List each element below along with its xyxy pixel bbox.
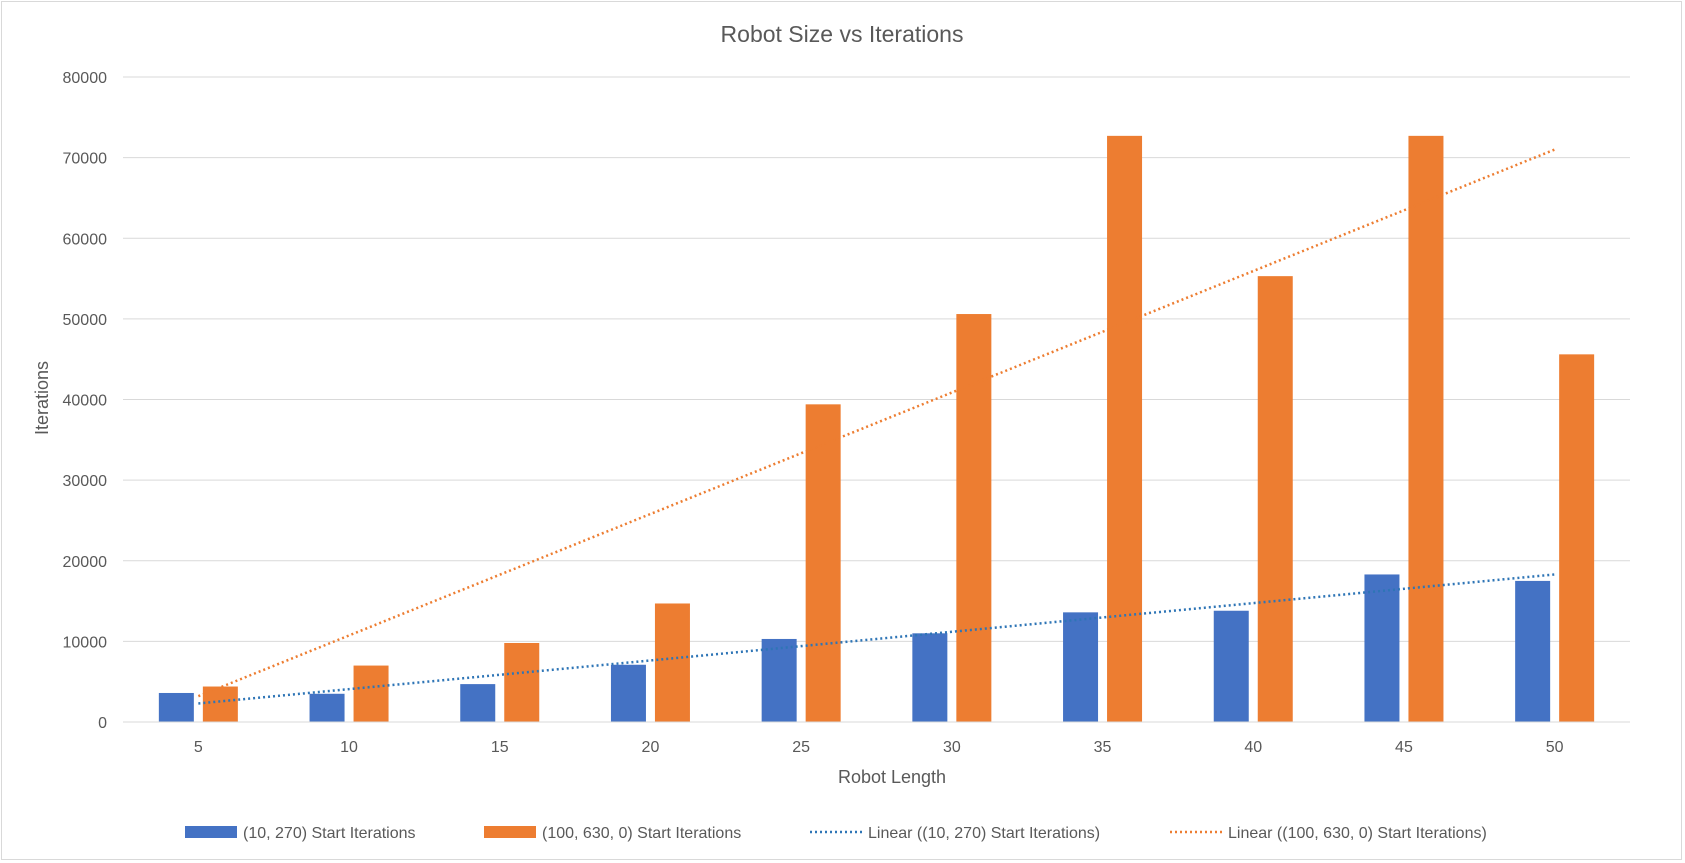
y-axis-ticks: 0 10000 20000 30000 40000 50000 60000 70000 8000… (63, 70, 108, 732)
bar-series-2 (1107, 135, 1143, 722)
gridlines (123, 76, 1630, 642)
bar-series-1 (1213, 610, 1249, 722)
bar-series-1 (1515, 580, 1551, 722)
x-axis-ticks: 5 10 15 20 25 30 35 40 45 50 (194, 739, 1564, 756)
bar-series-1 (158, 692, 194, 722)
bar-series-1 (1063, 612, 1099, 722)
x-tick-label: 40 (1244, 739, 1262, 756)
bars (158, 135, 1595, 722)
bar-series-2 (1408, 135, 1444, 722)
y-tick-label: 20000 (63, 554, 108, 571)
x-axis-title: Robot Length (838, 767, 946, 787)
x-tick-label: 35 (1094, 739, 1112, 756)
x-tick-label: 20 (642, 739, 660, 756)
chart-title: Robot Size vs Iterations (721, 21, 964, 47)
legend-swatch (484, 826, 536, 838)
x-tick-label: 15 (491, 739, 509, 756)
legend-label: (100, 630, 0) Start Iterations (542, 825, 741, 842)
trendline-series-1 (198, 573, 1555, 705)
bar-series-2 (805, 404, 841, 722)
legend: (10, 270) Start Iterations (100, 630, 0) … (185, 825, 1487, 842)
legend-label: (10, 270) Start Iterations (243, 825, 416, 842)
bar-series-1 (761, 638, 797, 722)
y-tick-label: 10000 (63, 634, 108, 651)
y-tick-label: 80000 (63, 70, 108, 87)
x-tick-label: 25 (792, 739, 810, 756)
y-tick-label: 40000 (63, 393, 108, 410)
x-tick-label: 10 (340, 739, 358, 756)
y-tick-label: 0 (98, 715, 107, 732)
bar-series-2 (1257, 276, 1293, 722)
x-tick-label: 30 (943, 739, 961, 756)
legend-label: Linear ((100, 630, 0) Start Iterations) (1228, 825, 1487, 842)
y-axis-title: Iterations (32, 361, 52, 435)
bar-series-2 (654, 603, 690, 722)
legend-swatch (185, 826, 237, 838)
bar-series-2 (504, 642, 540, 722)
bar-series-2 (353, 665, 389, 722)
y-tick-label: 60000 (63, 231, 108, 248)
y-tick-label: 30000 (63, 473, 108, 490)
x-tick-label: 50 (1546, 739, 1564, 756)
bar-series-1 (309, 693, 345, 722)
x-tick-label: 45 (1395, 739, 1413, 756)
x-tick-label: 5 (194, 739, 203, 756)
trendlines (197, 148, 1556, 705)
bar-series-2 (1559, 354, 1595, 722)
y-tick-label: 70000 (63, 151, 108, 168)
bar-series-1 (610, 664, 646, 722)
bar-series-2 (956, 314, 992, 722)
bar-series-1 (460, 684, 496, 722)
bar-series-1 (912, 633, 948, 722)
bar-series-1 (1364, 574, 1400, 722)
trendline-series-2 (197, 148, 1556, 698)
legend-label: Linear ((10, 270) Start Iterations) (868, 825, 1100, 842)
y-tick-label: 50000 (63, 312, 108, 329)
